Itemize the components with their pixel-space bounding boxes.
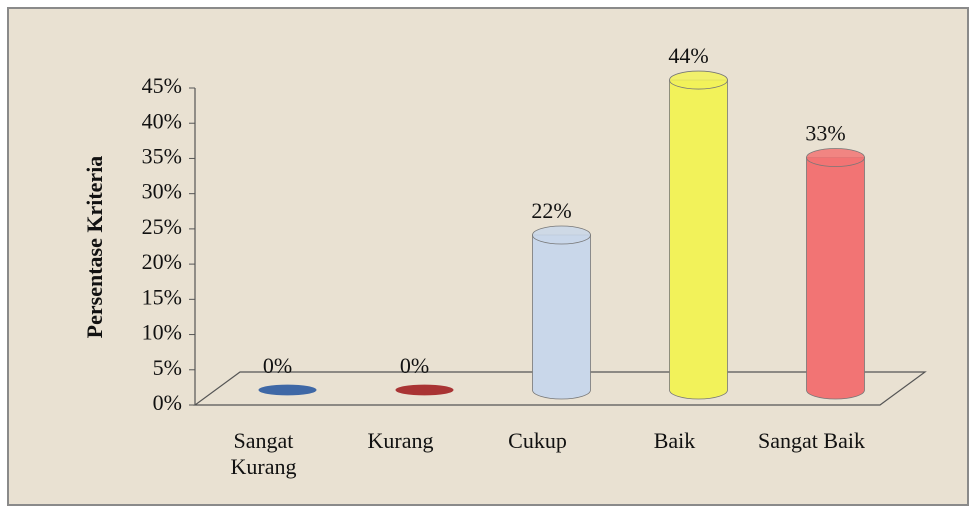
y-tick-label: 20% — [142, 249, 182, 274]
value-label: 33% — [805, 121, 845, 146]
cylinder — [395, 384, 454, 396]
x-tick-label: Kurang — [367, 428, 434, 453]
cylinder-top — [669, 70, 728, 90]
x-tick-label: Sangat Kurang — [230, 428, 297, 479]
y-tick-label: 15% — [142, 284, 182, 309]
x-tick-label: Cukup — [508, 428, 567, 453]
cylinder-top — [806, 148, 865, 167]
y-tick-label: 10% — [142, 320, 182, 345]
y-tick-label: 5% — [153, 355, 182, 380]
cylinder — [532, 234, 591, 400]
y-tick-label: 25% — [142, 214, 182, 239]
y-tick-label: 30% — [142, 179, 182, 204]
value-label: 44% — [668, 43, 708, 68]
y-tick-label: 45% — [142, 73, 182, 98]
value-label: 0% — [400, 353, 429, 378]
cylinder — [669, 79, 728, 400]
cylinder — [258, 384, 317, 396]
x-tick-label: Sangat Baik — [758, 428, 865, 453]
y-tick-label: 40% — [142, 108, 182, 133]
y-tick-label: 0% — [153, 390, 182, 415]
floor — [193, 371, 927, 406]
y-axis-title: Persentase Kriteria — [82, 156, 107, 339]
value-label: 0% — [263, 353, 292, 378]
x-tick-label: Baik — [653, 428, 696, 453]
cylinder — [806, 157, 865, 400]
cylinder-top — [532, 225, 591, 245]
y-tick-label: 35% — [142, 143, 182, 168]
value-label: 22% — [531, 198, 571, 223]
